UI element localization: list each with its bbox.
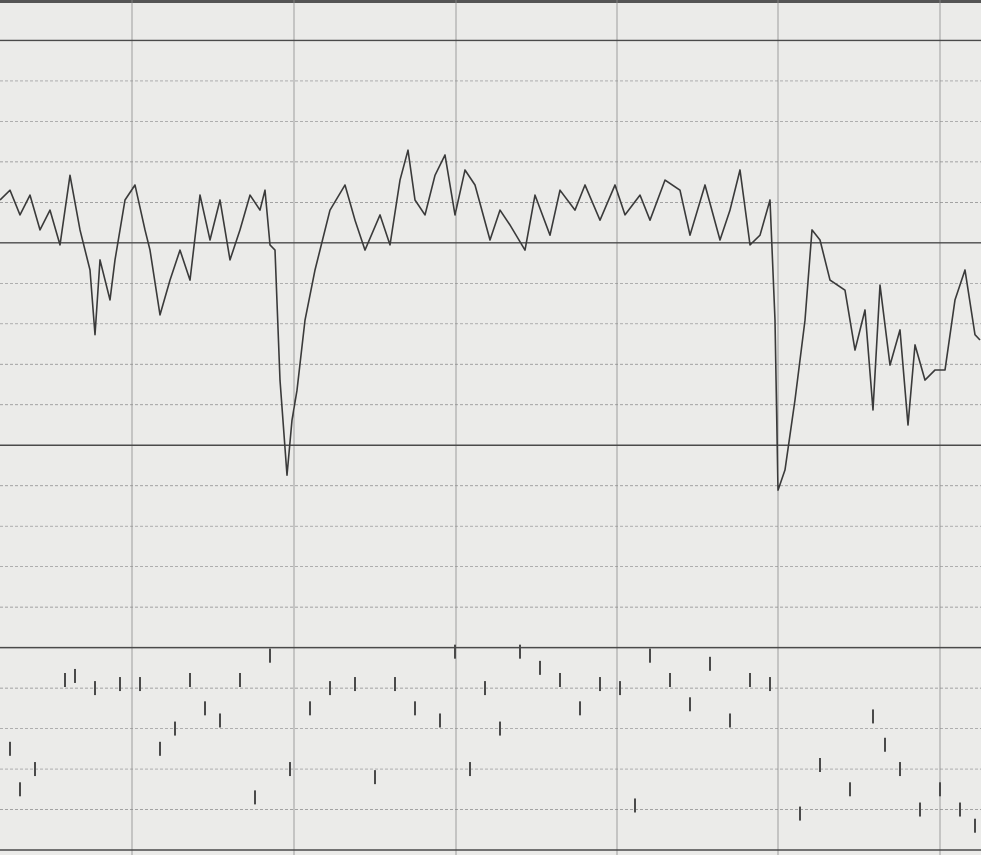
trace-dash [119, 677, 121, 692]
trace-dash [414, 701, 416, 716]
trace-dash [619, 681, 621, 696]
trace-dash [689, 697, 691, 712]
trace-dash [872, 709, 874, 724]
trace-dash [819, 758, 821, 772]
paper-edge [0, 0, 981, 3]
trace-dash [729, 713, 731, 728]
trace-dash [959, 802, 961, 817]
trace-dash [289, 762, 291, 777]
trace-dash [94, 681, 96, 696]
trace-dash [329, 681, 331, 696]
trace-dash [579, 701, 581, 716]
trace-dash [769, 677, 771, 692]
trace-dash [34, 762, 36, 777]
trace-dash [254, 790, 256, 805]
trace-dash [539, 660, 541, 675]
trace-dash [354, 677, 356, 692]
trace-dash [64, 673, 66, 687]
trace-dash [74, 668, 76, 683]
trace-dash [519, 644, 521, 659]
trace-dash [884, 737, 886, 752]
trace-dash [374, 770, 376, 785]
trace-dash [204, 701, 206, 716]
trace-dash [174, 721, 176, 736]
trace-dash [189, 673, 191, 687]
trace-dash [239, 673, 241, 687]
trace-dash [159, 741, 161, 756]
trace-dash [19, 782, 21, 797]
trace-dash [484, 681, 486, 696]
trace-dash [749, 673, 751, 687]
trace-dash [9, 741, 11, 756]
trace-dash [649, 648, 651, 663]
trace-dash [269, 648, 271, 663]
trace [0, 149, 981, 491]
trace-dash [709, 656, 711, 671]
trace-dash [599, 677, 601, 692]
trace-dash [139, 677, 141, 692]
trace-dash [309, 701, 311, 716]
trace-dash [454, 644, 456, 659]
trace-dash [439, 713, 441, 728]
trace-dash [974, 818, 976, 833]
trace-dash [634, 798, 636, 813]
trace-dash [469, 762, 471, 777]
trace-dash [919, 802, 921, 817]
trace-dash [219, 713, 221, 728]
trace-dash [669, 673, 671, 687]
trace-dash [849, 782, 851, 797]
trace-dash [799, 806, 801, 821]
trace-dash [899, 762, 901, 777]
trace-dash [394, 677, 396, 692]
trace-dash [939, 782, 941, 797]
trace-dash [559, 673, 561, 687]
trace-dash [499, 721, 501, 736]
